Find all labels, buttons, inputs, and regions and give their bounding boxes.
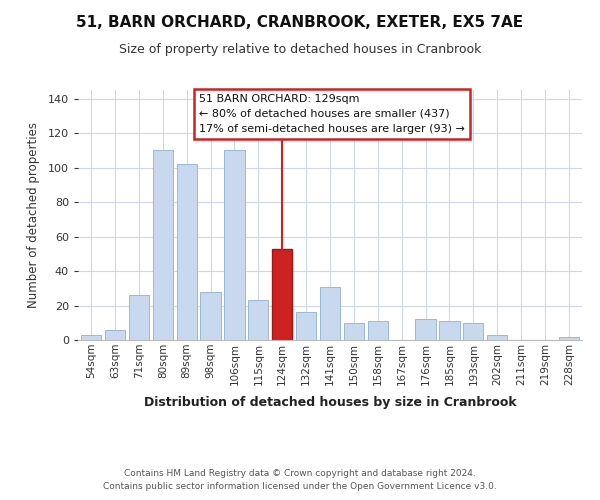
Bar [344, 323, 364, 340]
Bar [81, 335, 101, 340]
Text: 51, BARN ORCHARD, CRANBROOK, EXETER, EX5 7AE: 51, BARN ORCHARD, CRANBROOK, EXETER, EX5… [76, 15, 524, 30]
Bar [439, 321, 460, 340]
Bar [559, 336, 579, 340]
Bar [487, 335, 508, 340]
Y-axis label: Number of detached properties: Number of detached properties [26, 122, 40, 308]
Bar [200, 292, 221, 340]
Bar [415, 320, 436, 340]
Bar [105, 330, 125, 340]
Bar [368, 321, 388, 340]
Text: Contains public sector information licensed under the Open Government Licence v3: Contains public sector information licen… [103, 482, 497, 491]
Text: Contains HM Land Registry data © Crown copyright and database right 2024.: Contains HM Land Registry data © Crown c… [124, 468, 476, 477]
Text: 51 BARN ORCHARD: 129sqm
← 80% of detached houses are smaller (437)
17% of semi-d: 51 BARN ORCHARD: 129sqm ← 80% of detache… [199, 94, 465, 134]
Bar [320, 286, 340, 340]
Bar [176, 164, 197, 340]
Text: Size of property relative to detached houses in Cranbrook: Size of property relative to detached ho… [119, 42, 481, 56]
Bar [296, 312, 316, 340]
Bar [272, 248, 292, 340]
Bar [248, 300, 268, 340]
Bar [152, 150, 173, 340]
Bar [224, 150, 245, 340]
Bar [463, 323, 484, 340]
Bar [129, 295, 149, 340]
X-axis label: Distribution of detached houses by size in Cranbrook: Distribution of detached houses by size … [143, 396, 517, 409]
